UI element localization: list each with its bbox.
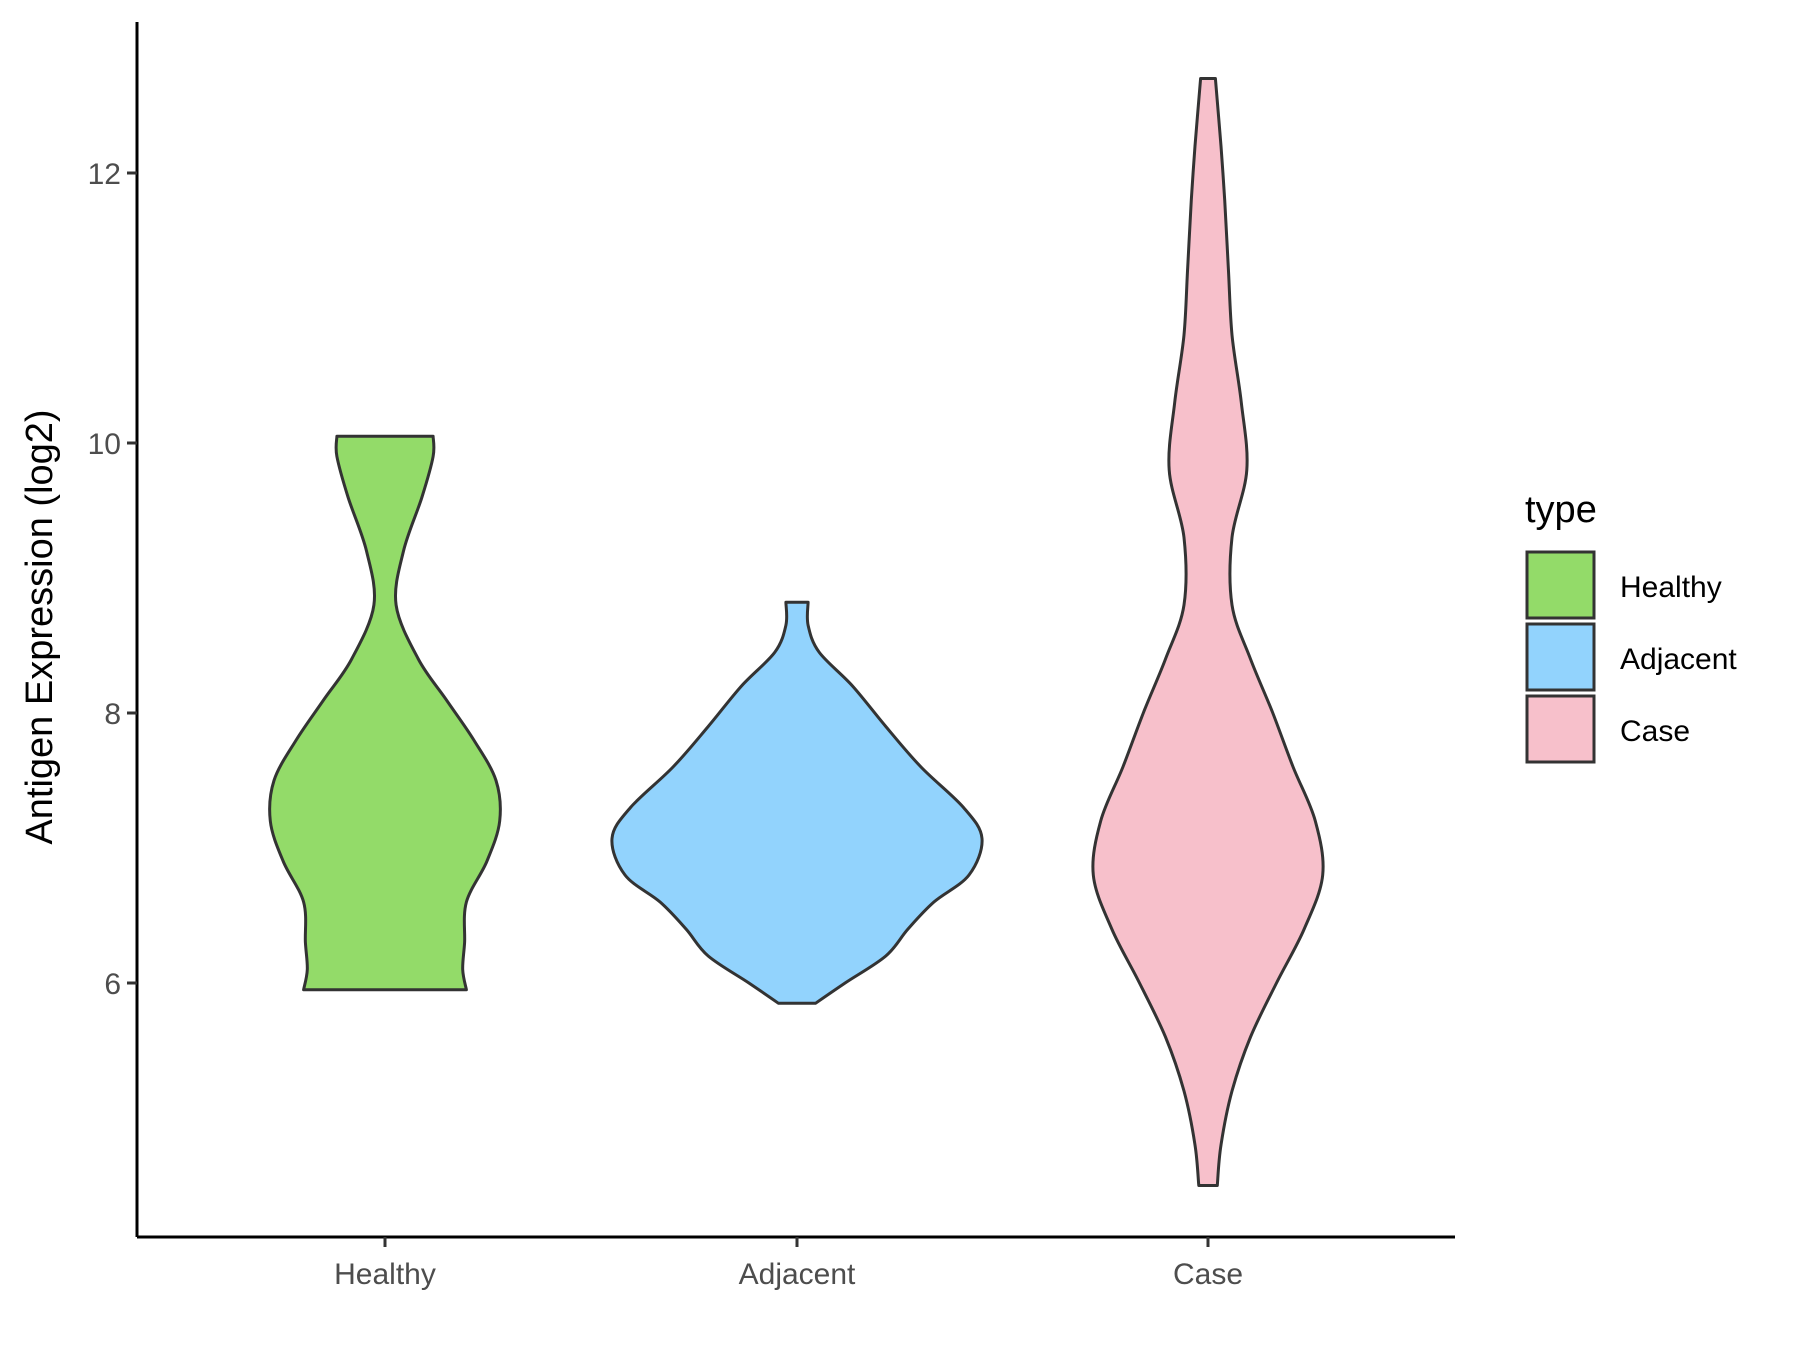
- legend-swatch-healthy: [1525, 550, 1596, 620]
- legend: type Healthy Adjacent Case: [1525, 489, 1737, 764]
- violin-healthy: [268, 434, 502, 992]
- y-tick-label: 10: [88, 428, 121, 461]
- y-tick-label: 12: [88, 158, 121, 191]
- legend-title: type: [1525, 489, 1597, 531]
- legend-label-healthy: Healthy: [1620, 571, 1722, 604]
- x-tick-label: Adjacent: [739, 1258, 856, 1291]
- violin-layer: [268, 77, 1325, 1187]
- x-tick-label: Case: [1173, 1258, 1243, 1291]
- axes-layer: 6 8 10 12 Healthy Adjacent Case: [88, 22, 1455, 1291]
- violin-adjacent: [610, 600, 984, 1005]
- y-tick-label: 8: [104, 698, 121, 731]
- x-tick-label: Healthy: [334, 1258, 436, 1291]
- y-axis-title: Antigen Expression (log2): [19, 409, 61, 844]
- legend-label-case: Case: [1620, 715, 1690, 748]
- violin-case: [1091, 77, 1325, 1187]
- legend-swatch-case: [1525, 694, 1596, 764]
- y-tick-label: 6: [104, 968, 121, 1001]
- legend-swatch-adjacent: [1525, 622, 1596, 692]
- legend-label-adjacent: Adjacent: [1620, 643, 1737, 676]
